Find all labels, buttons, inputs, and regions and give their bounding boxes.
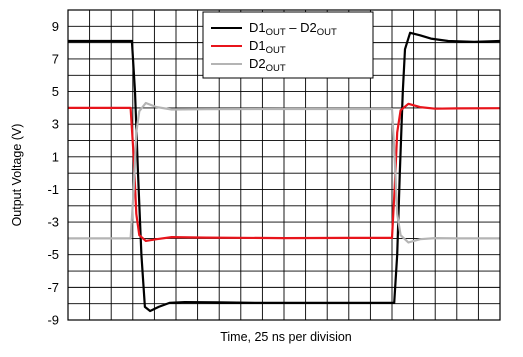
legend-label-d1-minus-d2: D1OUT – D2OUT: [249, 20, 337, 38]
y-tick-labels: 9 7 5 3 1 -1 -3 -5 -7 -9: [47, 19, 59, 328]
plot-area-frame: [67, 9, 501, 321]
y-tick-label: 1: [52, 149, 59, 164]
legend-label-d2: D2OUT: [249, 56, 286, 74]
y-tick-label: -7: [47, 280, 59, 295]
y-tick-label: -9: [47, 313, 59, 328]
series-line-0: [68, 31, 501, 313]
legend: D1OUT – D2OUT D1OUT D2OUT: [202, 11, 374, 79]
y-tick-label: 9: [52, 19, 59, 34]
y-tick-label: 3: [52, 117, 59, 132]
y-tick-label: 7: [52, 51, 59, 66]
y-tick-label: -5: [47, 247, 59, 262]
y-tick-label: -1: [47, 182, 59, 197]
series-layer: [68, 31, 501, 313]
series-line-2: [68, 101, 500, 244]
y-axis-label: Output Voltage (V): [10, 124, 24, 227]
y-tick-label: 5: [52, 84, 59, 99]
y-tick-label: -3: [47, 215, 59, 230]
x-axis-label: Time, 25 ns per division: [220, 330, 352, 344]
legend-label-d1: D1OUT: [249, 38, 286, 56]
series-line-1: [68, 102, 501, 242]
